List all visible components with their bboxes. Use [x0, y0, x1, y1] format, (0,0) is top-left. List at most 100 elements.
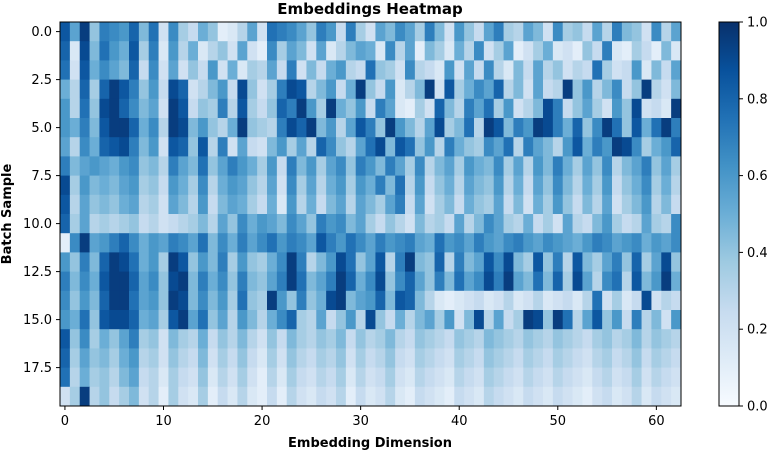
- heatmap-cell: [336, 41, 347, 61]
- heatmap-cell: [385, 252, 396, 272]
- heatmap-cell: [562, 367, 573, 388]
- heatmap-cell: [158, 22, 169, 42]
- heatmap-cell: [355, 367, 366, 388]
- heatmap-cell: [454, 386, 465, 407]
- heatmap-cell: [503, 367, 514, 388]
- heatmap-cell: [533, 233, 544, 253]
- heatmap-cell: [207, 271, 219, 292]
- heatmap-cell: [60, 98, 71, 119]
- heatmap-cell: [375, 252, 386, 272]
- heatmap-cell: [523, 60, 534, 80]
- heatmap-cell: [483, 156, 495, 176]
- heatmap-cell: [405, 194, 416, 215]
- heatmap-cell: [79, 271, 90, 292]
- heatmap-cell: [79, 156, 90, 176]
- heatmap-cell: [69, 79, 81, 100]
- heatmap-cell: [464, 194, 475, 215]
- heatmap-cell: [79, 329, 90, 349]
- heatmap-cell: [641, 175, 652, 196]
- heatmap-cell: [178, 118, 189, 138]
- heatmap-cell: [464, 310, 475, 330]
- heatmap-cell: [572, 79, 583, 100]
- heatmap-cell: [464, 137, 475, 157]
- heatmap-cell: [503, 118, 514, 138]
- heatmap-cell: [99, 214, 110, 234]
- heatmap-cell: [365, 214, 376, 234]
- heatmap-cell: [257, 214, 268, 234]
- heatmap-cell: [257, 156, 268, 176]
- heatmap-cell: [158, 79, 169, 100]
- heatmap-cell: [365, 310, 376, 330]
- heatmap-cell: [168, 156, 179, 176]
- heatmap-cell: [582, 41, 593, 61]
- heatmap-cell: [641, 214, 652, 234]
- heatmap-cell: [257, 41, 268, 61]
- heatmap-cell: [227, 271, 238, 292]
- heatmap-cell: [552, 79, 564, 100]
- heatmap-cell: [365, 290, 376, 311]
- heatmap-cell: [572, 329, 583, 349]
- heatmap-cell: [119, 22, 130, 42]
- heatmap-cell: [286, 41, 297, 61]
- heatmap-cell: [405, 290, 416, 311]
- heatmap-cell: [513, 156, 524, 176]
- heatmap-cell: [424, 233, 435, 253]
- y-tick-label: 2.5: [31, 73, 52, 88]
- heatmap-cell: [119, 329, 130, 349]
- heatmap-cell: [651, 137, 662, 157]
- heatmap-cell: [119, 137, 130, 157]
- heatmap-cell: [582, 329, 593, 349]
- heatmap-cell: [257, 271, 268, 292]
- heatmap-cell: [365, 79, 376, 100]
- heatmap-cell: [464, 118, 475, 138]
- heatmap-cell: [602, 98, 613, 119]
- heatmap-cell: [355, 41, 366, 61]
- heatmap-cell: [247, 271, 258, 292]
- heatmap-cell: [237, 329, 248, 349]
- heatmap-cell: [651, 98, 662, 119]
- heatmap-cell: [109, 118, 120, 138]
- y-tick-label: 12.5: [23, 265, 52, 280]
- heatmap-cell: [612, 156, 623, 176]
- heatmap-cell: [582, 137, 593, 157]
- heatmap-cell: [602, 194, 613, 215]
- heatmap-cell: [178, 386, 189, 407]
- heatmap-cell: [395, 214, 406, 234]
- heatmap-cell: [355, 79, 366, 100]
- heatmap-cell: [148, 79, 159, 100]
- heatmap-cell: [493, 137, 504, 157]
- heatmap-cell: [138, 175, 150, 196]
- heatmap-cell: [434, 290, 445, 311]
- heatmap-cell: [158, 348, 169, 368]
- x-axis-ticks: 0 10 20 30 40 50 60: [61, 406, 665, 429]
- heatmap-cell: [365, 329, 376, 349]
- heatmap-cell: [109, 98, 120, 119]
- heatmap-cell: [345, 329, 357, 349]
- heatmap-cell: [148, 290, 159, 311]
- heatmap-cell: [671, 194, 682, 215]
- heatmap-cell: [631, 41, 642, 61]
- heatmap-cell: [316, 137, 327, 157]
- heatmap-cell: [483, 271, 495, 292]
- x-tick-label: 60: [648, 414, 665, 429]
- heatmap-cell: [237, 137, 248, 157]
- heatmap-cell: [129, 137, 140, 157]
- heatmap-cell: [286, 60, 297, 80]
- heatmap-cell: [198, 194, 209, 215]
- heatmap-cell: [129, 60, 140, 80]
- heatmap-cell: [227, 175, 238, 196]
- heatmap-cell: [552, 175, 564, 196]
- heatmap-cell: [424, 386, 435, 407]
- heatmap-cell: [552, 329, 564, 349]
- heatmap-cell: [444, 22, 455, 42]
- heatmap-cell: [375, 98, 386, 119]
- heatmap-cell: [138, 252, 150, 272]
- heatmap-cell: [513, 22, 524, 42]
- heatmap-cell: [621, 214, 633, 234]
- heatmap-cell: [464, 79, 475, 100]
- heatmap-cell: [276, 310, 288, 330]
- heatmap-cell: [631, 310, 642, 330]
- heatmap-cell: [424, 290, 435, 311]
- heatmap-cell: [405, 60, 416, 80]
- heatmap-cell: [543, 329, 554, 349]
